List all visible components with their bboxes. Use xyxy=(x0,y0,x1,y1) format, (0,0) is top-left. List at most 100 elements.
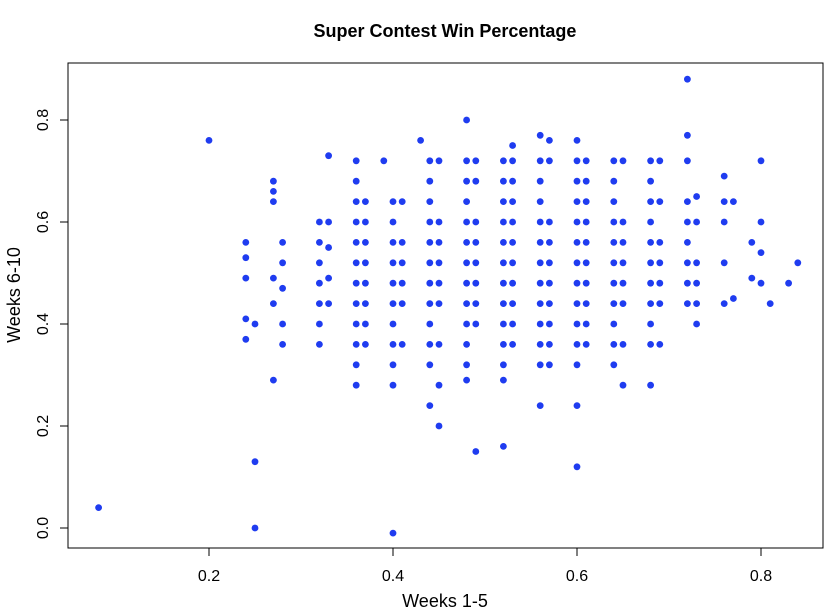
data-point xyxy=(536,198,544,206)
data-point xyxy=(610,300,618,307)
data-point xyxy=(426,320,434,328)
data-point xyxy=(573,320,581,328)
data-point xyxy=(509,142,516,149)
data-point xyxy=(463,259,470,267)
data-point xyxy=(389,341,397,348)
data-point xyxy=(472,300,480,307)
data-point xyxy=(720,259,728,267)
data-point xyxy=(270,274,277,282)
data-point xyxy=(536,131,544,139)
data-point xyxy=(693,193,700,200)
data-point xyxy=(463,279,470,287)
data-point xyxy=(426,157,434,165)
data-point xyxy=(573,198,581,206)
data-point xyxy=(573,137,581,144)
data-point xyxy=(720,172,728,180)
data-point xyxy=(610,279,618,287)
data-point xyxy=(610,157,618,165)
data-point xyxy=(325,300,332,307)
data-point xyxy=(730,198,737,206)
data-point xyxy=(389,239,397,246)
data-point xyxy=(647,381,654,389)
y-tick-label: 0.8 xyxy=(35,109,52,131)
data-point xyxy=(509,239,516,246)
data-point xyxy=(463,341,470,348)
data-point xyxy=(389,381,397,389)
data-point xyxy=(352,381,360,389)
data-point xyxy=(536,239,544,246)
data-point xyxy=(398,198,406,206)
data-point xyxy=(279,320,286,328)
data-point xyxy=(656,279,664,287)
data-point xyxy=(398,259,406,267)
data-point xyxy=(693,259,700,267)
data-point xyxy=(95,504,102,511)
data-point xyxy=(426,341,434,348)
data-point xyxy=(279,284,286,292)
data-point xyxy=(573,341,581,348)
data-point xyxy=(270,177,277,185)
data-point xyxy=(242,274,250,282)
data-point xyxy=(647,341,654,348)
data-point xyxy=(573,300,581,307)
data-point xyxy=(536,402,544,409)
data-point xyxy=(472,259,480,267)
data-point xyxy=(684,198,691,206)
data-point xyxy=(352,239,360,246)
data-point xyxy=(610,218,618,226)
data-point xyxy=(316,259,323,267)
data-point xyxy=(362,341,369,348)
data-point xyxy=(619,239,627,246)
data-point xyxy=(426,300,434,307)
data-point xyxy=(316,218,323,226)
data-point xyxy=(500,218,507,226)
data-point xyxy=(647,198,654,206)
data-point xyxy=(757,157,765,165)
data-point xyxy=(435,218,443,226)
data-point xyxy=(472,177,480,185)
data-point xyxy=(472,279,480,287)
data-point xyxy=(463,177,470,185)
data-point xyxy=(582,300,590,307)
data-point xyxy=(546,300,553,307)
data-point xyxy=(684,279,691,287)
data-point xyxy=(720,300,728,307)
data-point xyxy=(647,259,654,267)
data-point xyxy=(270,188,277,195)
data-point xyxy=(573,402,581,409)
data-point xyxy=(279,259,286,267)
x-tick-label: 0.2 xyxy=(198,568,220,585)
data-point xyxy=(582,157,590,165)
data-point xyxy=(573,239,581,246)
data-point xyxy=(435,157,443,165)
data-point xyxy=(325,244,332,251)
data-point xyxy=(684,131,691,139)
data-point xyxy=(647,279,654,287)
data-point xyxy=(352,279,360,287)
data-point xyxy=(573,361,581,369)
data-point xyxy=(242,239,250,246)
data-point xyxy=(389,279,397,287)
data-point xyxy=(426,177,434,185)
data-point xyxy=(582,239,590,246)
data-point xyxy=(536,361,544,369)
data-point xyxy=(619,259,627,267)
data-point xyxy=(619,218,627,226)
data-point xyxy=(316,341,323,348)
data-point xyxy=(242,254,250,262)
data-point xyxy=(582,279,590,287)
data-point xyxy=(389,300,397,307)
data-point xyxy=(509,259,516,267)
data-point xyxy=(398,279,406,287)
data-point xyxy=(684,259,691,267)
data-point xyxy=(656,341,664,348)
data-point xyxy=(352,341,360,348)
data-point xyxy=(573,177,581,185)
data-point xyxy=(582,198,590,206)
data-point xyxy=(316,279,323,287)
data-point xyxy=(251,320,259,328)
data-point xyxy=(693,279,700,287)
data-point xyxy=(362,198,369,206)
data-point xyxy=(610,320,618,328)
data-point xyxy=(389,320,397,328)
